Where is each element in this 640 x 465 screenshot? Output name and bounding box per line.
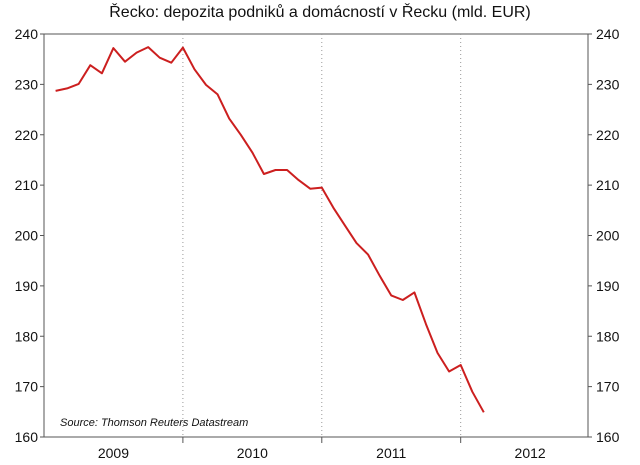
y-tick-label-right: 210 xyxy=(596,177,620,193)
y-tick-label-right: 230 xyxy=(596,76,620,92)
y-tick-label-left: 170 xyxy=(15,379,39,395)
y-tick-label-left: 200 xyxy=(15,228,39,244)
y-tick-label-left: 240 xyxy=(15,26,39,42)
y-axis-left: 160 170 180 190 200 210 220 230 240 xyxy=(15,26,44,445)
series-polyline-0 xyxy=(55,46,485,413)
x-tick-label-2011: 2011 xyxy=(376,445,406,461)
y-tick-label-left: 180 xyxy=(15,328,39,344)
y-tick-label-left: 160 xyxy=(15,429,39,445)
grid-lines xyxy=(182,34,462,443)
plot-border xyxy=(43,33,589,438)
y-axis-right: 160 170 180 190 200 210 220 230 240 xyxy=(588,26,620,445)
y-tick-label-right: 170 xyxy=(596,379,620,395)
y-tick-label-left: 190 xyxy=(15,278,39,294)
x-tick-label-2009: 2009 xyxy=(98,445,129,461)
chart-title: Řecko: depozita podniků a domácností v Ř… xyxy=(109,4,531,21)
y-tick-label-right: 200 xyxy=(596,228,620,244)
x-tick-label-2012: 2012 xyxy=(515,445,546,461)
source-note: Source: Thomson Reuters Datastream xyxy=(60,417,248,429)
y-tick-label-left: 220 xyxy=(15,127,39,143)
x-tick-label-2010: 2010 xyxy=(237,445,268,461)
plot-area xyxy=(43,33,589,438)
y-tick-label-left: 210 xyxy=(15,177,39,193)
x-axis: 2009 2010 2011 2012 xyxy=(98,445,546,461)
y-tick-label-right: 240 xyxy=(596,26,620,42)
y-tick-label-right: 160 xyxy=(596,429,620,445)
series-line xyxy=(55,46,485,413)
y-tick-label-right: 220 xyxy=(596,127,620,143)
y-tick-label-right: 190 xyxy=(596,278,620,294)
y-tick-label-left: 230 xyxy=(15,76,39,92)
y-tick-label-right: 180 xyxy=(596,328,620,344)
